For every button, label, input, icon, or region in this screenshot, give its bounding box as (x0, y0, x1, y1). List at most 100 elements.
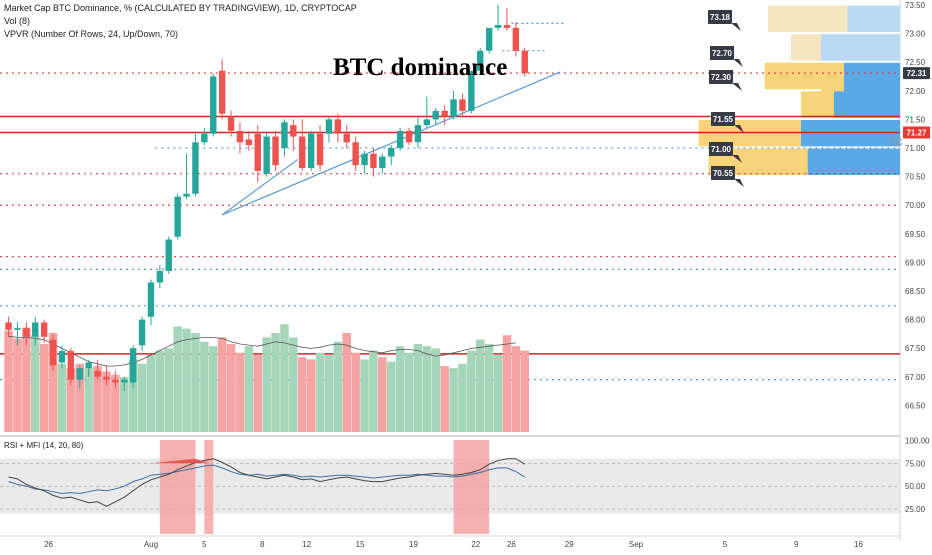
time-axis-tick: 8 (260, 540, 265, 549)
price-axis-tick: 69.50 (905, 230, 926, 239)
candle-body (14, 328, 20, 330)
time-axis-tick: Aug (144, 540, 158, 549)
price-axis-tick: 66.50 (905, 401, 926, 410)
price-flag-label: 72.70 (712, 49, 733, 58)
candle-body (210, 77, 216, 134)
vpvr-bar-down (821, 34, 900, 60)
volume-bar (467, 351, 476, 432)
volume-bar (298, 357, 307, 432)
candle-body (317, 134, 323, 165)
price-axis-tick: 69.00 (905, 258, 926, 267)
volume-bar (147, 355, 156, 432)
price-flag-label: 71.00 (711, 145, 732, 154)
volume-bar (200, 342, 209, 432)
volume-bar (307, 359, 316, 432)
price-axis-tick: 70.50 (905, 173, 926, 182)
volume-bar (494, 355, 503, 432)
rsi-highlight (160, 440, 196, 534)
volume-bar (521, 351, 530, 432)
candle-body (41, 322, 47, 336)
candle-body (352, 142, 358, 165)
candle-body (344, 134, 350, 143)
volume-bar (449, 368, 458, 432)
candle-body (459, 99, 465, 110)
candle-body (157, 271, 163, 282)
price-axis-tick: 73.00 (905, 30, 926, 39)
candle-body (85, 363, 91, 369)
vpvr-bar-down (834, 91, 900, 117)
candle-body (263, 137, 269, 174)
candle-body (148, 282, 154, 316)
candle-body (424, 119, 430, 125)
rsi-legend[interactable]: RSI + MFI (14, 20, 80) (4, 441, 83, 450)
candle-body (388, 148, 394, 157)
volume-bar (334, 342, 343, 432)
candle-body (397, 131, 403, 148)
price-axis-tick: 67.50 (905, 344, 926, 353)
legend-vpvr[interactable]: VPVR (Number Of Rows, 24, Up/Down, 70) (4, 29, 178, 39)
price-axis-tick: 68.50 (905, 287, 926, 296)
vpvr-bar-up (791, 34, 821, 60)
volume-bar (423, 346, 432, 432)
legend-main[interactable]: Market Cap BTC Dominance, % (CALCULATED … (4, 3, 357, 13)
time-axis-tick: 15 (356, 540, 365, 549)
candle-body (495, 25, 501, 28)
candle-body (326, 119, 332, 133)
volume-bar (182, 329, 191, 432)
volume-bar (405, 353, 414, 432)
candle-body (103, 377, 109, 380)
candle-body (272, 137, 278, 166)
rsi-axis-tick: 75.00 (905, 459, 926, 468)
candle-body (522, 51, 528, 73)
vpvr-bar-up (768, 6, 847, 32)
price-flag-label: 72.30 (711, 73, 732, 82)
volume-bar (218, 337, 227, 432)
time-axis-tick: 29 (565, 540, 574, 549)
volume-bar (512, 346, 520, 432)
headline-text: BTC dominance (333, 54, 507, 82)
time-axis-tick: 26 (44, 540, 53, 549)
candle-body (59, 351, 65, 362)
candle-body (361, 154, 367, 165)
candle-body (139, 320, 145, 346)
price-tag-label: 72.31 (906, 69, 927, 78)
volume-bar (280, 324, 289, 432)
price-axis-tick: 71.50 (905, 115, 926, 124)
price-axis-tick: 71.00 (905, 144, 926, 153)
candle-body (166, 240, 172, 271)
volume-bar (378, 357, 387, 432)
rsi-axis-tick: 25.00 (905, 505, 926, 514)
vpvr-bar-up (801, 91, 834, 117)
volume-bar (4, 331, 13, 432)
candle-body (23, 328, 29, 337)
time-axis-tick: 9 (794, 540, 799, 549)
candle-body (121, 380, 127, 383)
price-flag-label: 71.55 (713, 115, 734, 124)
volume-bar (387, 362, 396, 432)
volume-bar (396, 346, 405, 432)
candle-body (504, 25, 510, 28)
volume-bar (191, 333, 200, 432)
volume-bar (165, 348, 174, 432)
price-axis-tick: 67.00 (905, 373, 926, 382)
volume-bar (254, 355, 263, 432)
volume-bar (316, 353, 325, 432)
candle-body (32, 322, 38, 336)
candle-body (237, 131, 243, 142)
rsi-axis-tick: 100.00 (905, 436, 930, 445)
volume-bar (289, 337, 298, 432)
volume-bar (440, 366, 449, 432)
candle-body (406, 131, 412, 142)
candle-body (299, 137, 305, 168)
time-axis-tick: 12 (302, 540, 311, 549)
time-axis-tick: 26 (507, 540, 516, 549)
candle-body (246, 139, 252, 145)
volume-bar (58, 364, 66, 432)
candle-body (94, 371, 100, 377)
candle-body (201, 134, 207, 143)
candle-body (5, 322, 11, 329)
legend-vol[interactable]: Vol (8) (4, 16, 30, 26)
volume-bar (325, 355, 334, 432)
